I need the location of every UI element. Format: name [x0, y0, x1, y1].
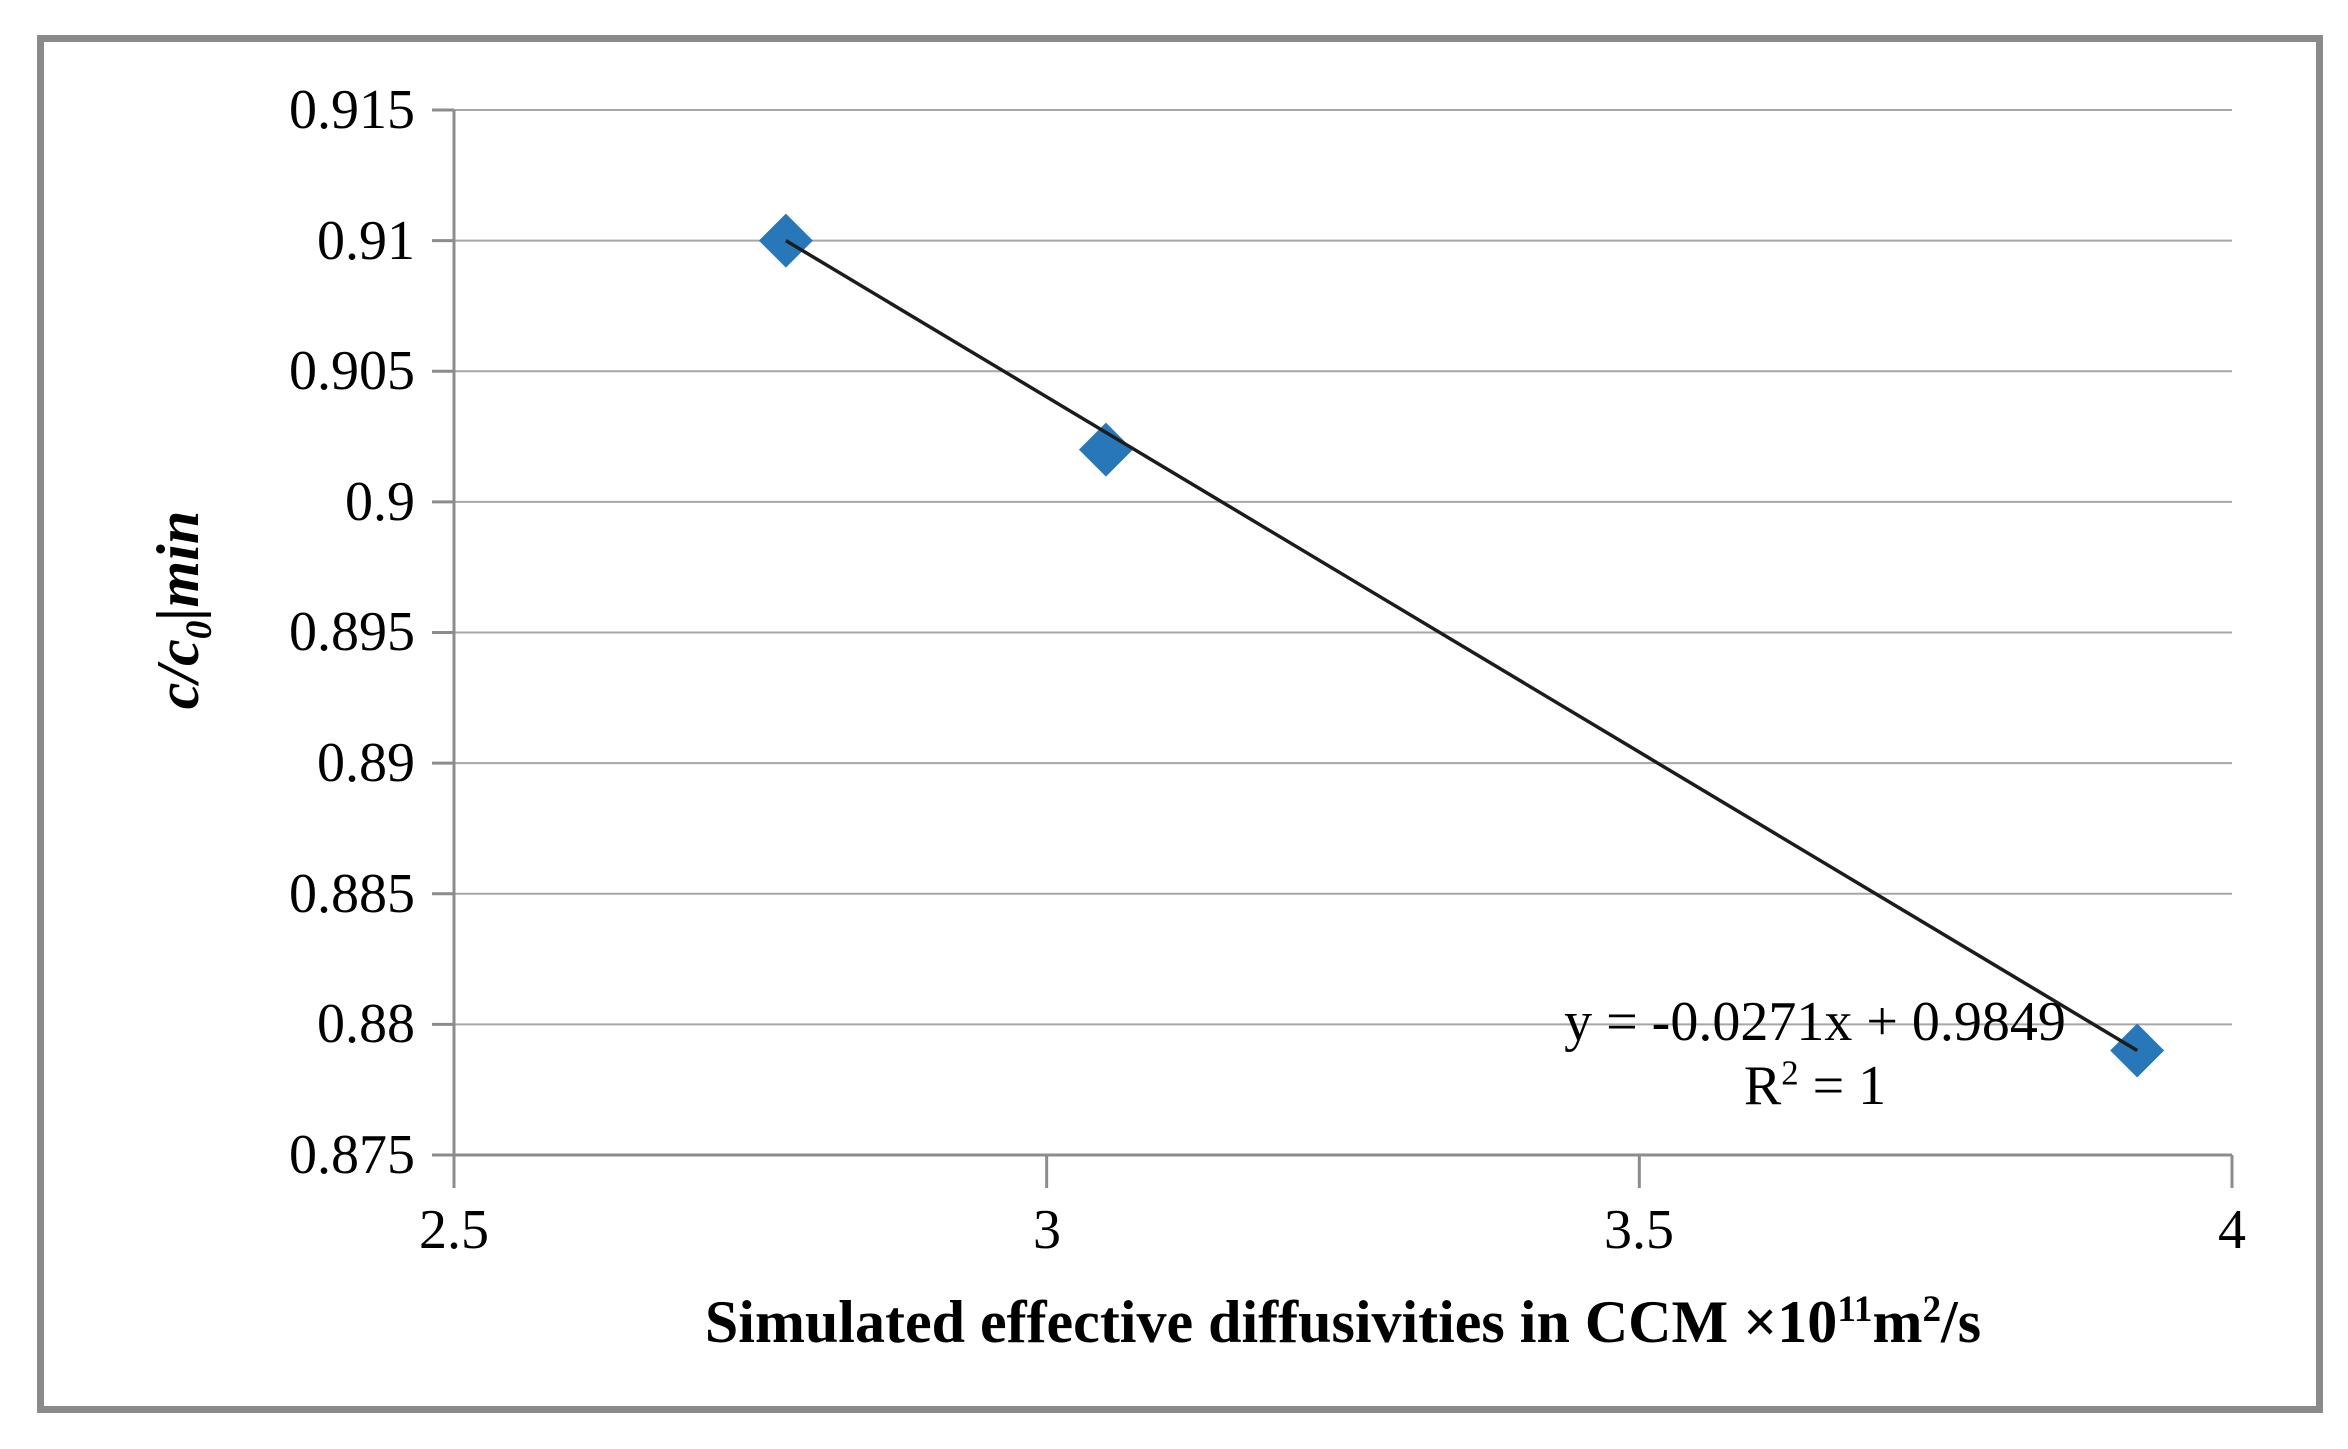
y-tick-label: 0.905: [289, 340, 415, 402]
y-tick-label: 0.9: [345, 471, 415, 533]
trendline-equation: y = -0.0271x + 0.9849: [1564, 991, 2066, 1053]
y-tick-label: 0.88: [317, 993, 415, 1055]
x-tick-label: 2.5: [419, 1199, 489, 1261]
r-squared-label: R2 = 1: [1743, 1053, 1887, 1117]
y-tick-label: 0.895: [289, 601, 415, 663]
data-point-diamond: [1078, 422, 1133, 477]
y-tick-label: 0.915: [289, 79, 415, 141]
y-tick-label: 0.91: [317, 210, 415, 272]
x-tick-label: 4: [2218, 1199, 2246, 1261]
x-axis-title: Simulated effective diffusivities in CCM…: [704, 1289, 1982, 1355]
y-tick-label: 0.875: [289, 1124, 415, 1186]
trendline-annotation: y = -0.0271x + 0.9849 R2 = 1: [1400, 990, 2230, 1118]
y-tick-label: 0.89: [317, 732, 415, 794]
y-axis-title: c/c0|min: [145, 510, 220, 710]
x-tick-label: 3: [1033, 1199, 1061, 1261]
x-tick-label: 3.5: [1604, 1199, 1674, 1261]
trendline: [784, 239, 2139, 1053]
chart-border: [37, 35, 2323, 1413]
y-tick-label: 0.885: [289, 863, 415, 925]
